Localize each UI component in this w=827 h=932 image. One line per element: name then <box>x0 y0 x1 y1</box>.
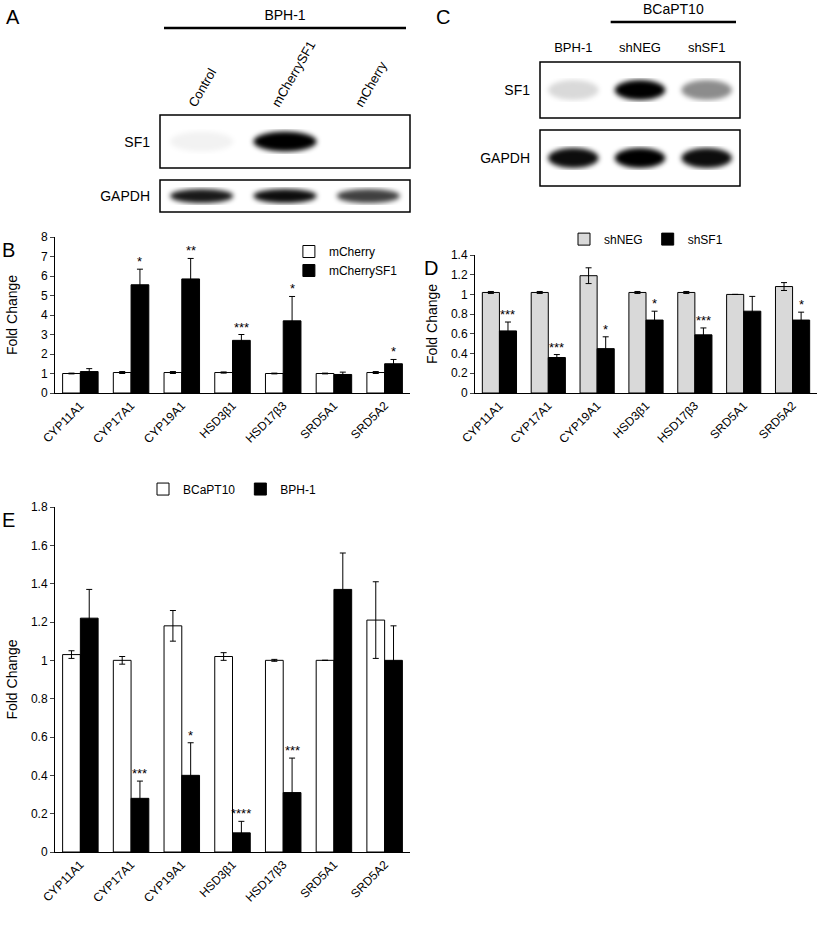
svg-text:Fold Change: Fold Change <box>4 275 20 355</box>
svg-text:0: 0 <box>461 386 468 400</box>
svg-text:8: 8 <box>41 230 48 244</box>
svg-text:***: *** <box>234 320 249 335</box>
svg-text:1.2: 1.2 <box>451 268 468 282</box>
svg-text:1.6: 1.6 <box>31 539 48 553</box>
svg-text:1.2: 1.2 <box>31 615 48 629</box>
svg-text:***: *** <box>132 766 147 781</box>
svg-text:shSF1: shSF1 <box>688 40 726 55</box>
svg-text:0.6: 0.6 <box>451 327 468 341</box>
svg-text:BPH-1: BPH-1 <box>264 7 305 23</box>
svg-text:0.6: 0.6 <box>31 730 48 744</box>
svg-text:CYP11A1: CYP11A1 <box>40 858 87 905</box>
svg-text:CYP11A1: CYP11A1 <box>40 399 87 446</box>
svg-text:5: 5 <box>41 289 48 303</box>
svg-text:D: D <box>424 257 438 279</box>
svg-text:0.8: 0.8 <box>31 692 48 706</box>
svg-text:BCaPT10: BCaPT10 <box>183 483 235 497</box>
svg-text:SRD5A1: SRD5A1 <box>297 399 340 442</box>
svg-text:A: A <box>6 6 20 28</box>
svg-text:HSD3β1: HSD3β1 <box>197 399 239 441</box>
svg-text:0.2: 0.2 <box>31 807 48 821</box>
svg-text:6: 6 <box>41 269 48 283</box>
svg-text:BPH-1: BPH-1 <box>280 483 316 497</box>
svg-text:0.8: 0.8 <box>451 307 468 321</box>
svg-text:C: C <box>436 6 450 28</box>
svg-text:***: *** <box>500 307 515 322</box>
svg-text:0: 0 <box>41 386 48 400</box>
svg-text:GAPDH: GAPDH <box>480 150 530 166</box>
svg-text:mCherrySF1: mCherrySF1 <box>329 264 397 278</box>
svg-text:***: *** <box>285 743 300 758</box>
svg-text:0: 0 <box>41 845 48 859</box>
svg-text:****: **** <box>231 806 251 821</box>
svg-text:1: 1 <box>41 654 48 668</box>
svg-text:**: ** <box>186 243 196 258</box>
svg-text:*: * <box>652 296 657 311</box>
svg-text:0.2: 0.2 <box>451 366 468 380</box>
svg-text:0.4: 0.4 <box>31 769 48 783</box>
svg-text:BCaPT10: BCaPT10 <box>643 1 704 17</box>
svg-text:mCherry: mCherry <box>329 245 375 259</box>
svg-text:SRD5A2: SRD5A2 <box>348 399 391 442</box>
svg-text:Fold Change: Fold Change <box>424 284 440 364</box>
svg-text:shSF1: shSF1 <box>688 233 723 247</box>
svg-text:SRD5A2: SRD5A2 <box>756 399 799 442</box>
svg-text:0.4: 0.4 <box>451 347 468 361</box>
svg-text:*: * <box>391 344 396 359</box>
svg-text:***: *** <box>696 313 711 328</box>
svg-text:SF1: SF1 <box>504 82 530 98</box>
svg-text:2: 2 <box>41 347 48 361</box>
svg-text:HSD3β1: HSD3β1 <box>610 399 652 441</box>
svg-text:*: * <box>188 728 193 743</box>
svg-text:1: 1 <box>41 367 48 381</box>
svg-text:CYP17A1: CYP17A1 <box>507 399 554 446</box>
svg-text:1.4: 1.4 <box>31 577 48 591</box>
svg-text:CYP17A1: CYP17A1 <box>90 858 137 905</box>
svg-text:*: * <box>137 254 142 269</box>
svg-text:CYP19A1: CYP19A1 <box>141 858 188 905</box>
svg-text:CYP17A1: CYP17A1 <box>90 399 137 446</box>
svg-text:HSD3β1: HSD3β1 <box>197 858 239 900</box>
svg-text:CYP11A1: CYP11A1 <box>459 399 506 446</box>
svg-text:CYP19A1: CYP19A1 <box>556 399 603 446</box>
svg-text:HSD17β3: HSD17β3 <box>243 858 290 905</box>
svg-text:shNEG: shNEG <box>604 233 643 247</box>
svg-text:1: 1 <box>461 288 468 302</box>
svg-text:SRD5A1: SRD5A1 <box>707 399 750 442</box>
svg-text:1.4: 1.4 <box>451 248 468 262</box>
svg-text:E: E <box>2 509 15 531</box>
svg-text:BPH-1: BPH-1 <box>554 40 592 55</box>
svg-text:1.8: 1.8 <box>31 500 48 514</box>
svg-text:SRD5A1: SRD5A1 <box>297 858 340 901</box>
svg-text:B: B <box>2 239 15 261</box>
svg-text:mCherry: mCherry <box>352 58 390 109</box>
svg-text:4: 4 <box>41 308 48 322</box>
svg-text:SRD5A2: SRD5A2 <box>348 858 391 901</box>
svg-text:GAPDH: GAPDH <box>100 188 150 204</box>
svg-text:*: * <box>603 322 608 337</box>
svg-text:Control: Control <box>185 66 219 110</box>
svg-text:shNEG: shNEG <box>619 40 661 55</box>
svg-text:Fold Change: Fold Change <box>4 639 20 719</box>
svg-text:HSD17β3: HSD17β3 <box>243 399 290 446</box>
svg-text:HSD17β3: HSD17β3 <box>654 399 701 446</box>
svg-text:*: * <box>799 297 804 312</box>
svg-text:3: 3 <box>41 328 48 342</box>
svg-text:7: 7 <box>41 250 48 264</box>
svg-text:CYP19A1: CYP19A1 <box>141 399 188 446</box>
svg-text:***: *** <box>549 340 564 355</box>
svg-text:SF1: SF1 <box>124 134 150 150</box>
svg-text:mCherrySF1: mCherrySF1 <box>269 38 319 109</box>
svg-text:*: * <box>290 281 295 296</box>
